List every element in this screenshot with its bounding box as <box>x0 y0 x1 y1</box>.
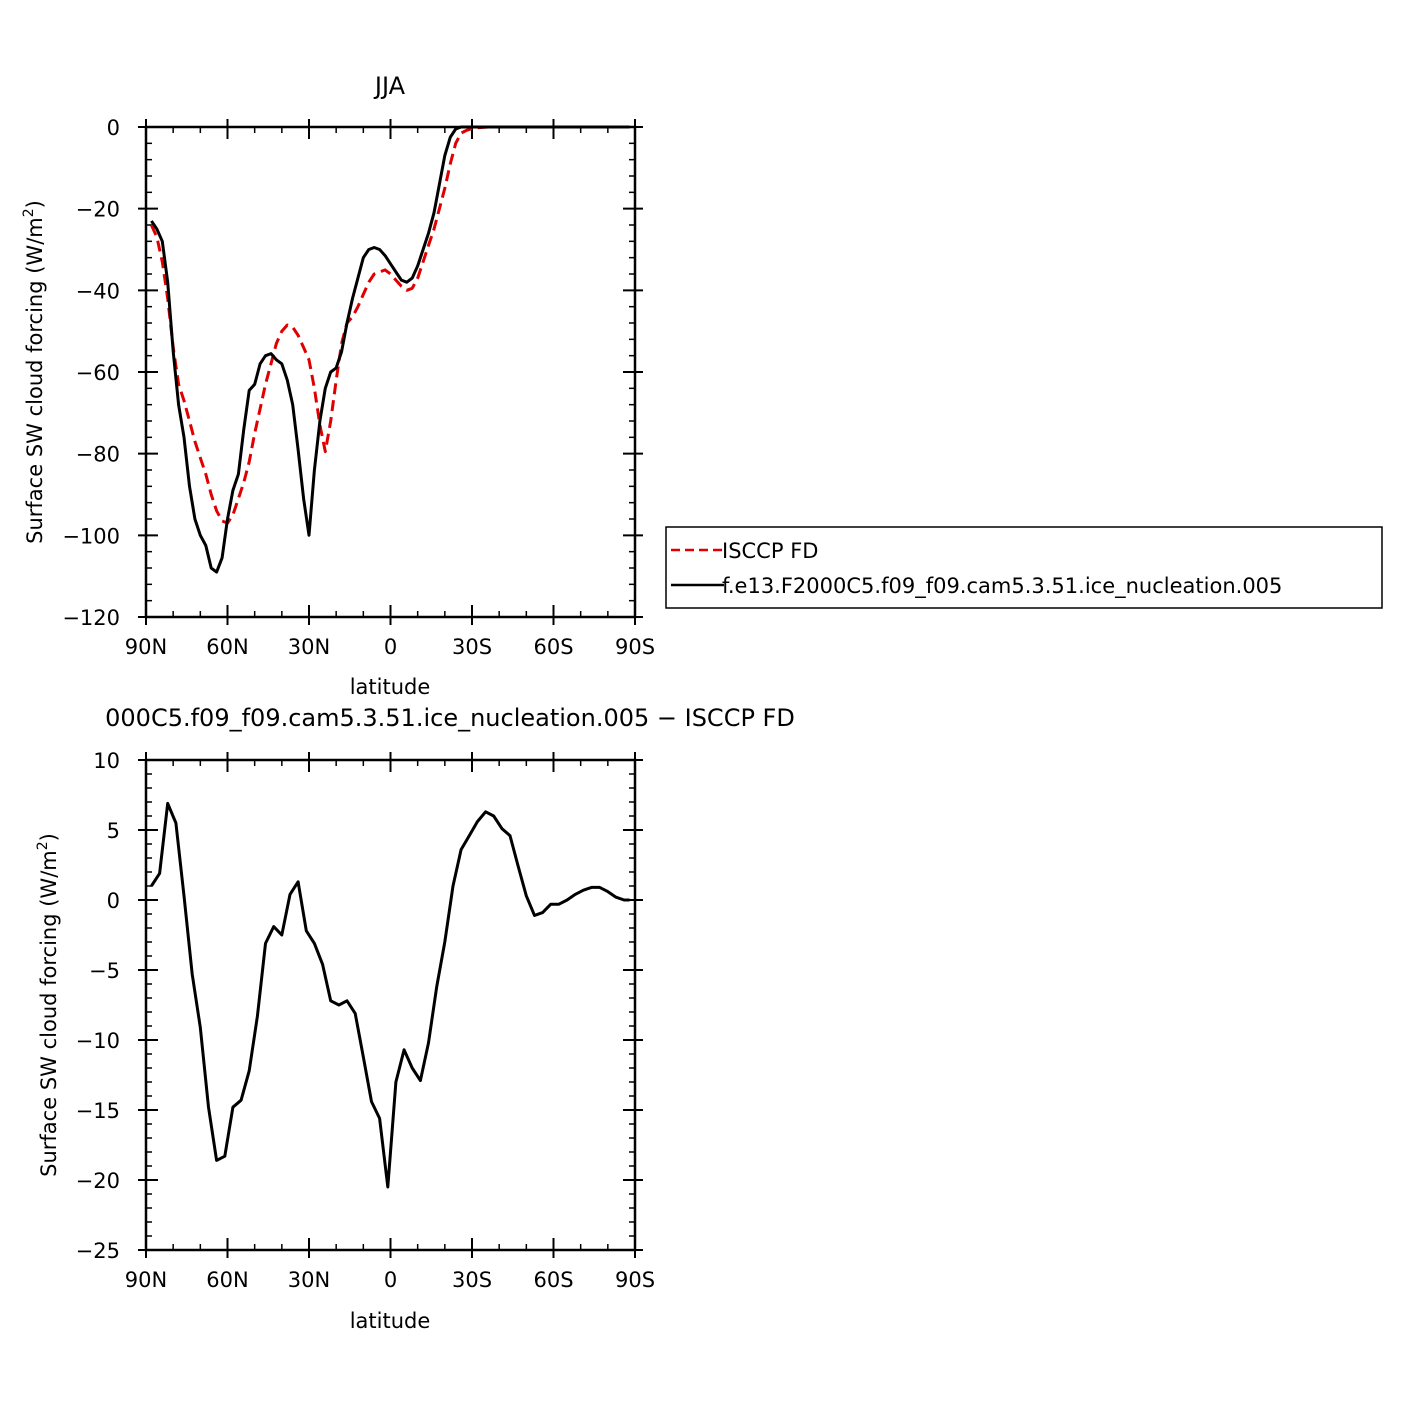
top-ticks <box>138 119 643 625</box>
bottom-panel: 000C5.f09_f09.cam5.3.51.ice_nucleation.0… <box>35 704 795 1333</box>
top-plot-title: JJA <box>373 72 406 100</box>
top-panel: JJA 90N 60N 30N 0 30S 60S 90S −120 −100 −80 −60 −4… <box>21 72 655 699</box>
x-tick-label: 0 <box>384 635 397 659</box>
legend-label-model: f.e13.F2000C5.f09_f09.cam5.3.51.ice_nucl… <box>722 574 1282 599</box>
x-tick-label: 0 <box>384 1268 397 1292</box>
x-tick-label: 30N <box>288 635 330 659</box>
x-tick-label: 30N <box>288 1268 330 1292</box>
y-tick-label: −25 <box>76 1239 120 1263</box>
x-tick-label: 60N <box>206 635 248 659</box>
y-tick-label: −120 <box>62 606 120 630</box>
bottom-y-axis-title-superscript: 2 <box>35 841 51 850</box>
top-x-tick-labels: 90N 60N 30N 0 30S 60S 90S <box>125 635 655 659</box>
y-tick-label: −15 <box>76 1099 120 1123</box>
bottom-y-axis-title-main: Surface SW cloud forcing (W/m <box>37 850 61 1177</box>
bottom-y-axis-title-close: ) <box>37 833 61 841</box>
top-y-axis-title-superscript: 2 <box>21 208 37 217</box>
y-tick-label: 5 <box>107 819 120 843</box>
y-tick-label: −20 <box>76 1169 120 1193</box>
y-tick-label: 10 <box>93 749 120 773</box>
y-tick-label: −20 <box>76 198 120 222</box>
x-tick-label: 90N <box>125 1268 167 1292</box>
x-tick-label: 90S <box>615 1268 655 1292</box>
y-tick-label: −40 <box>76 279 120 303</box>
x-tick-label: 90S <box>615 635 655 659</box>
y-tick-label: −100 <box>62 524 120 548</box>
y-tick-label: 0 <box>107 889 120 913</box>
y-tick-label: −60 <box>76 361 120 385</box>
legend-box <box>665 526 1383 609</box>
bottom-plot-title: 000C5.f09_f09.cam5.3.51.ice_nucleation.0… <box>105 704 795 732</box>
x-tick-label: 30S <box>452 1268 492 1292</box>
x-tick-label: 60S <box>533 1268 573 1292</box>
bottom-x-axis-title: latitude <box>350 1309 431 1333</box>
top-y-tick-labels: −120 −100 −80 −60 −40 −20 0 <box>62 116 120 630</box>
bottom-x-tick-labels: 90N 60N 30N 0 30S 60S 90S <box>125 1268 655 1292</box>
top-x-axis-title: latitude <box>350 675 431 699</box>
x-tick-label: 30S <box>452 635 492 659</box>
x-tick-label: 90N <box>125 635 167 659</box>
bottom-plot-frame <box>144 758 637 1252</box>
bottom-series <box>150 801 630 1189</box>
bottom-y-tick-labels: −25 −20 −15 −10 −5 0 5 10 <box>76 749 120 1263</box>
y-tick-label: −80 <box>76 443 120 467</box>
x-tick-label: 60S <box>533 635 573 659</box>
y-tick-label: −5 <box>89 959 120 983</box>
y-tick-label: 0 <box>107 116 120 140</box>
x-tick-label: 60N <box>206 1268 248 1292</box>
top-y-axis-title-close: ) <box>23 200 47 208</box>
top-y-axis-title-main: Surface SW cloud forcing (W/m <box>23 217 47 544</box>
y-tick-label: −10 <box>76 1029 120 1053</box>
bottom-y-axis-title: Surface SW cloud forcing (W/m2) <box>35 833 61 1177</box>
top-plot-frame <box>144 125 637 619</box>
bottom-series-line-0 <box>150 801 630 1189</box>
legend: ISCCP FD f.e13.F2000C5.f09_f09.cam5.3.51… <box>665 526 1383 609</box>
top-y-axis-title: Surface SW cloud forcing (W/m2) <box>21 200 47 544</box>
legend-label-isccp-fd: ISCCP FD <box>722 539 818 563</box>
